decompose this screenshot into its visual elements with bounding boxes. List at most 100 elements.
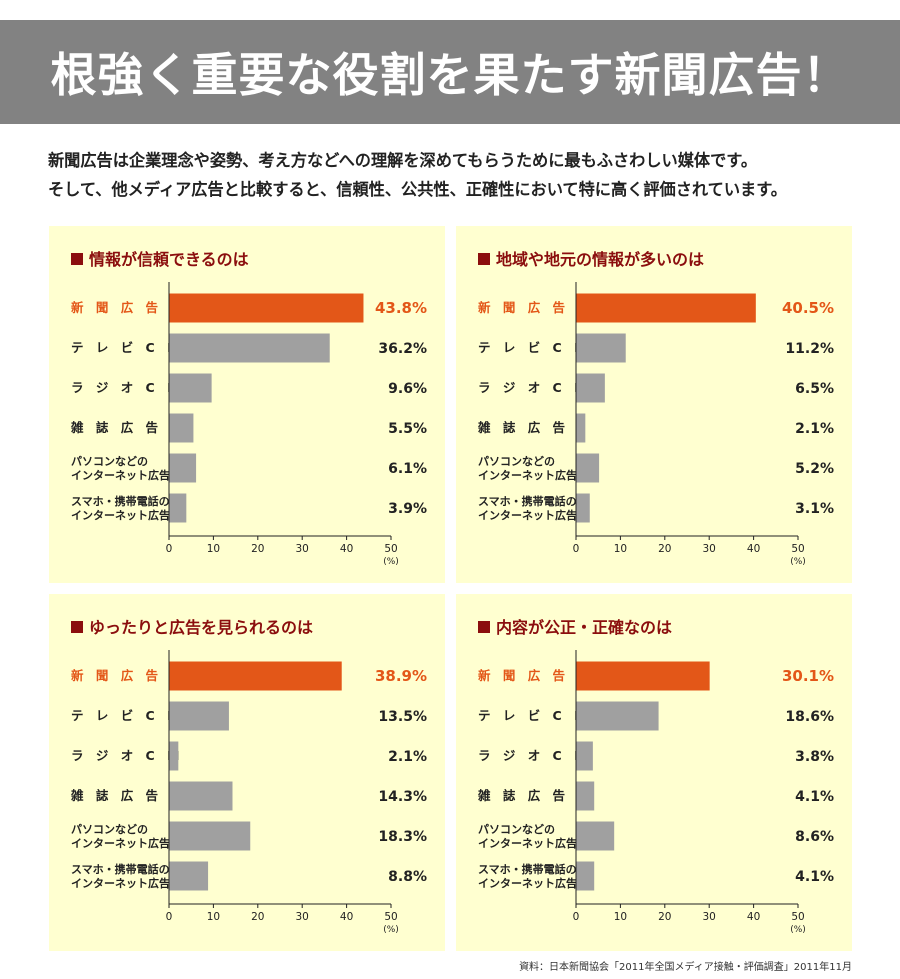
x-unit-label: (%) (383, 557, 399, 567)
category-label: 雑 誌 広 告 (70, 788, 162, 803)
value-label: 8.6% (795, 829, 834, 845)
square-bullet-icon (71, 253, 83, 265)
chart-panel-local-info: 地域や地元の情報が多いのは 新 聞 広 告 40.5% テ レ ビ C M 11.2%… (456, 226, 852, 583)
category-label: 雑 誌 広 告 (477, 420, 569, 435)
value-label: 30.1% (782, 667, 834, 685)
bar (169, 333, 330, 363)
bar (169, 413, 194, 443)
value-label: 40.5% (782, 299, 834, 317)
bar (169, 861, 209, 891)
bar (576, 861, 595, 891)
bar (169, 293, 364, 323)
x-unit-label: (%) (790, 557, 806, 567)
bar (169, 701, 229, 731)
source-note: 資料：日本新聞協会「2011年全国メディア接触・評価調査」2011年11月 (519, 962, 852, 973)
bar (576, 333, 626, 363)
value-label: 11.2% (785, 341, 834, 357)
bar (169, 661, 342, 691)
value-label: 38.9% (375, 667, 427, 685)
bar (169, 493, 187, 523)
x-tick-label: 40 (747, 543, 760, 555)
value-label: 2.1% (388, 749, 427, 765)
category-label: テ レ ビ C M (478, 340, 591, 355)
bar (576, 661, 710, 691)
value-label: 6.1% (388, 461, 427, 477)
category-label: パソコンなどのインターネット広告 (71, 823, 170, 850)
chart-panel-relaxed-viewing: ゆったりと広告を見られるのは 新 聞 広 告 38.9% テ レ ビ C M 13.5… (49, 594, 445, 951)
category-label: 新 聞 広 告 (71, 668, 162, 683)
x-tick-label: 50 (384, 543, 397, 555)
x-tick-label: 50 (384, 911, 397, 923)
x-tick-label: 0 (573, 543, 580, 555)
category-label: ラ ジ オ C M (71, 380, 184, 395)
chart-panel-fair-accurate: 内容が公正・正確なのは 新 聞 広 告 30.1% テ レ ビ C M 18.6% ラ … (456, 594, 852, 951)
x-tick-label: 0 (573, 911, 580, 923)
x-tick-label: 0 (166, 911, 173, 923)
bar (576, 781, 595, 811)
category-label: 雑 誌 広 告 (70, 420, 162, 435)
value-label: 36.2% (378, 341, 427, 357)
x-tick-label: 0 (166, 543, 173, 555)
category-label: スマホ・携帯電話のインターネット広告 (478, 494, 577, 522)
bar-chart-svg: 新 聞 広 告 30.1% テ レ ビ C M 18.6% ラ ジ オ C M 3.8% 雑… (477, 650, 834, 935)
chart-title: ゆったりと広告を見られるのは (71, 614, 313, 638)
x-tick-label: 10 (614, 543, 627, 555)
category-label: ラ ジ オ C M (478, 748, 591, 763)
x-tick-label: 30 (296, 911, 309, 923)
bar (576, 373, 605, 403)
x-tick-label: 50 (791, 911, 804, 923)
value-label: 18.6% (785, 709, 834, 725)
value-label: 14.3% (378, 789, 427, 805)
bar (576, 293, 756, 323)
value-label: 4.1% (795, 789, 834, 805)
chart-title-text: 情報が信頼できるのは (89, 250, 249, 269)
bar-chart-svg: 新 聞 広 告 40.5% テ レ ビ C M 11.2% ラ ジ オ C M 6.5% 雑… (477, 282, 834, 567)
x-tick-label: 40 (340, 543, 353, 555)
x-tick-label: 20 (658, 911, 671, 923)
value-label: 43.8% (375, 299, 427, 317)
x-tick-label: 30 (703, 543, 716, 555)
category-label: 新 聞 広 告 (71, 300, 162, 315)
square-bullet-icon (71, 621, 83, 633)
x-unit-label: (%) (790, 925, 806, 935)
category-label: 新 聞 広 告 (478, 668, 569, 683)
category-label: 雑 誌 広 告 (477, 788, 569, 803)
bar (169, 781, 233, 811)
category-label: テ レ ビ C M (478, 708, 591, 723)
category-label: パソコンなどのインターネット広告 (71, 455, 170, 482)
value-label: 4.1% (795, 869, 834, 885)
title-banner: 根強く重要な役割を果たす新聞広告！ (0, 20, 900, 124)
bar (576, 821, 615, 851)
value-label: 18.3% (378, 829, 427, 845)
chart-panel-trust: 情報が信頼できるのは 新 聞 広 告 43.8% テ レ ビ C M 36.2% ラ ジ… (49, 226, 445, 583)
category-label: スマホ・携帯電話のインターネット広告 (71, 862, 170, 890)
x-tick-label: 30 (296, 543, 309, 555)
bar (169, 821, 251, 851)
bar (576, 701, 659, 731)
category-label: テ レ ビ C M (71, 708, 184, 723)
bar (576, 493, 590, 523)
value-label: 3.9% (388, 501, 427, 517)
x-unit-label: (%) (383, 925, 399, 935)
bar (169, 453, 197, 483)
x-tick-label: 40 (340, 911, 353, 923)
x-tick-label: 10 (207, 543, 220, 555)
category-label: パソコンなどのインターネット広告 (478, 455, 577, 482)
chart-title-text: 内容が公正・正確なのは (496, 618, 673, 637)
x-tick-label: 20 (658, 543, 671, 555)
value-label: 3.1% (795, 501, 834, 517)
value-label: 5.2% (795, 461, 834, 477)
square-bullet-icon (478, 621, 490, 633)
x-tick-label: 50 (791, 543, 804, 555)
bar (576, 741, 593, 771)
bar (169, 741, 179, 771)
page-title: 根強く重要な役割を果たす新聞広告！ (50, 48, 850, 102)
category-label: ラ ジ オ C M (71, 748, 184, 763)
bar-chart-svg: 新 聞 広 告 43.8% テ レ ビ C M 36.2% ラ ジ オ C M 9.6% 雑… (70, 282, 427, 567)
chart-title: 内容が公正・正確なのは (478, 614, 672, 638)
square-bullet-icon (478, 253, 490, 265)
bar-chart-svg: 新 聞 広 告 38.9% テ レ ビ C M 13.5% ラ ジ オ C M 2.1% 雑… (70, 650, 427, 935)
x-tick-label: 20 (251, 543, 264, 555)
x-tick-label: 40 (747, 911, 760, 923)
category-label: パソコンなどのインターネット広告 (478, 823, 577, 850)
